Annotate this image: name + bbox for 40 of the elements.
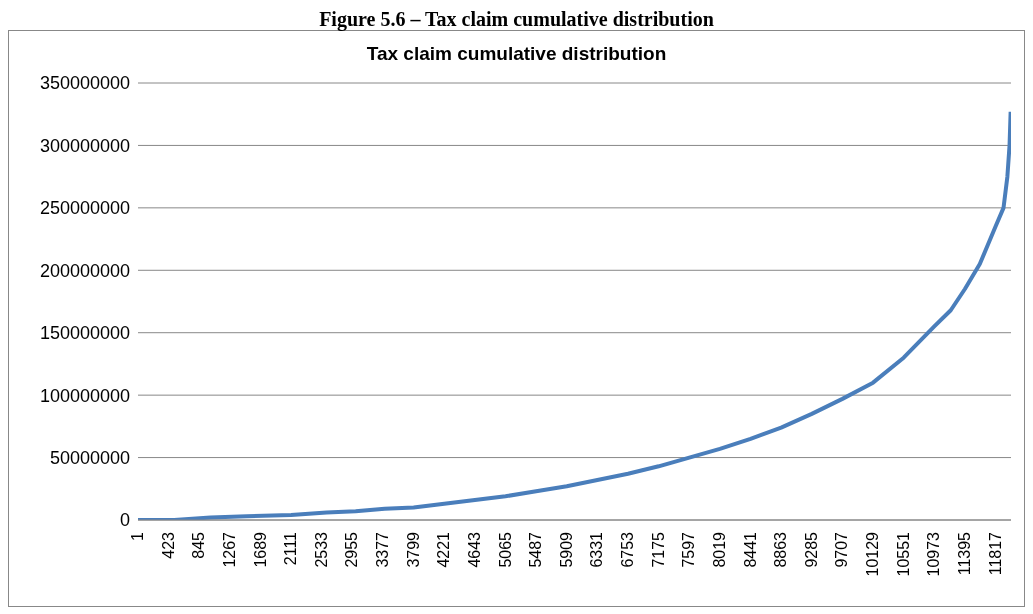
x-tick-label: 9707 bbox=[833, 531, 851, 568]
line-series bbox=[138, 109, 1011, 520]
x-tick-label: 6331 bbox=[588, 531, 606, 568]
y-tick-label: 0 bbox=[119, 510, 130, 531]
x-tick-label: 4643 bbox=[465, 531, 483, 568]
x-tick-label: 2111 bbox=[282, 531, 300, 566]
y-tick-label: 300000000 bbox=[39, 135, 130, 156]
y-tick-label: 200000000 bbox=[39, 260, 130, 281]
x-tick-label: 3377 bbox=[374, 531, 392, 568]
x-tick-label: 9285 bbox=[802, 531, 820, 568]
x-tick-label: 10551 bbox=[894, 531, 912, 577]
x-tick-label: 2955 bbox=[343, 531, 361, 568]
x-tick-label: 1689 bbox=[251, 531, 269, 568]
x-tick-label: 10129 bbox=[864, 531, 882, 577]
caption: Figure 5.6 – Tax claim cumulative distribution bbox=[318, 8, 715, 30]
x-tick-label: 1 bbox=[129, 531, 146, 541]
y-tick-label: 50000000 bbox=[49, 447, 130, 468]
x-tick-label: 3799 bbox=[404, 531, 422, 568]
x-tick-label: 2533 bbox=[312, 531, 330, 568]
x-tick-label: 6753 bbox=[619, 531, 637, 568]
x-tick-label: 10973 bbox=[925, 531, 943, 577]
x-tick-label: 8019 bbox=[710, 531, 728, 568]
y-tick-label: 350000000 bbox=[39, 73, 130, 94]
y-tick-label: 250000000 bbox=[39, 198, 130, 219]
x-tick-label: 423 bbox=[159, 531, 177, 559]
x-tick-label: 5487 bbox=[527, 531, 545, 568]
x-tick-label: 1267 bbox=[220, 531, 238, 568]
y-tick-label: 150000000 bbox=[39, 323, 130, 344]
x-tick-label: 8441 bbox=[741, 531, 759, 568]
chart-title: Tax claim cumulative distribution bbox=[365, 43, 668, 65]
x-tick-label: 7175 bbox=[649, 531, 667, 568]
x-tick-label: 8863 bbox=[772, 531, 790, 568]
x-tick-label: 845 bbox=[190, 531, 208, 559]
x-tick-label: 7597 bbox=[680, 531, 698, 568]
x-tick-label: 5065 bbox=[496, 531, 514, 568]
y-tick-label: 100000000 bbox=[39, 385, 130, 406]
x-tick-label: 11817 bbox=[986, 531, 1004, 576]
x-tick-label: 5909 bbox=[557, 531, 575, 568]
x-tick-label: 11395 bbox=[955, 531, 973, 576]
x-tick-label: 4221 bbox=[435, 531, 453, 568]
